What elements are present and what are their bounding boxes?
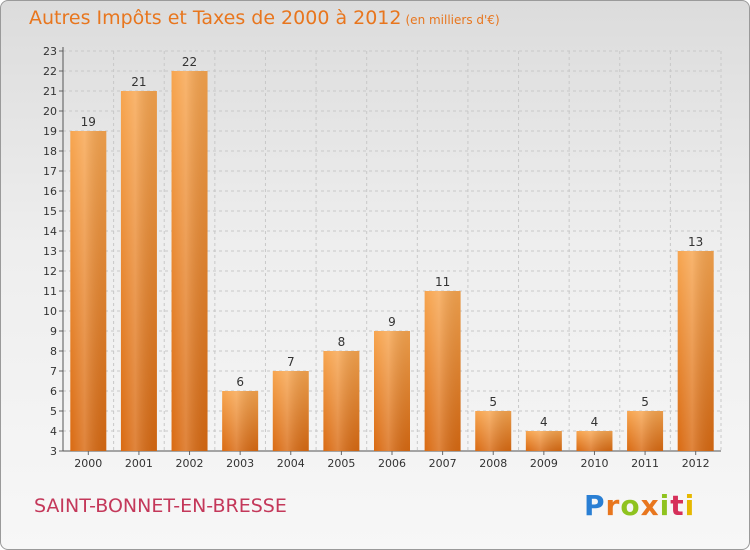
bar-value-label: 4 — [591, 415, 599, 429]
y-tick-label: 9 — [50, 325, 57, 338]
bar-shine — [272, 371, 309, 451]
bar-shine — [323, 351, 360, 451]
chart-subtitle: (en milliers d'€) — [405, 13, 500, 27]
x-tick-label: 2011 — [631, 457, 659, 470]
bar-value-label: 19 — [81, 115, 96, 129]
commune-name: SAINT-BONNET-EN-BRESSE — [34, 495, 287, 517]
x-tick-label: 2010 — [580, 457, 608, 470]
y-tick-label: 17 — [43, 165, 57, 178]
x-tick-label: 2002 — [176, 457, 204, 470]
logo-letter: i — [659, 489, 671, 522]
y-tick-label: 6 — [50, 385, 57, 398]
bar-value-label: 5 — [641, 395, 649, 409]
y-tick-label: 4 — [50, 425, 57, 438]
y-tick-label: 20 — [43, 105, 57, 118]
labels: 3 4 5 6 7 8 9 10 11 12 13 14 15 16 17 18 19 20 21 22 23 19 200… — [43, 45, 710, 470]
chart-title-text: Autres Impôts et Taxes de 2000 à 2012 — [29, 7, 402, 29]
x-tick-label: 2012 — [682, 457, 710, 470]
y-tick-label: 19 — [43, 125, 57, 138]
x-tick-label: 2006 — [378, 457, 406, 470]
y-tick-label: 22 — [43, 65, 57, 78]
x-tick-label: 2007 — [429, 457, 457, 470]
bar-value-label: 9 — [388, 315, 396, 329]
logo-letter: i — [684, 489, 696, 522]
chart-title: Autres Impôts et Taxes de 2000 à 2012 (en… — [29, 7, 500, 29]
bar-shine — [677, 251, 714, 451]
logo-letter: o — [620, 489, 641, 522]
bar-value-label: 4 — [540, 415, 548, 429]
y-tick-label: 14 — [43, 225, 57, 238]
bar-shine — [525, 431, 562, 451]
x-tick-label: 2000 — [74, 457, 102, 470]
y-tick-label: 10 — [43, 305, 57, 318]
bar-shine — [374, 331, 410, 451]
bar-shine — [576, 431, 613, 451]
bar-shine — [627, 411, 664, 451]
y-tick-label: 8 — [50, 345, 57, 358]
y-tick-label: 15 — [43, 205, 57, 218]
proxiti-logo[interactable]: Proxiti — [584, 489, 695, 522]
x-tick-label: 2004 — [277, 457, 305, 470]
bar-shine — [475, 411, 512, 451]
y-tick-label: 18 — [43, 145, 57, 158]
y-tick-label: 23 — [43, 45, 57, 58]
bar-shine — [222, 391, 259, 451]
bar-shine — [70, 131, 107, 451]
bars — [70, 71, 714, 451]
y-tick-label: 16 — [43, 185, 57, 198]
y-tick-label: 7 — [50, 365, 57, 378]
y-tick-label: 13 — [43, 245, 57, 258]
x-tick-label: 2009 — [530, 457, 558, 470]
bar-shine — [120, 91, 157, 451]
logo-letter: P — [584, 489, 606, 522]
bar-value-label: 21 — [131, 75, 146, 89]
bar-shine — [424, 291, 461, 451]
x-tick-label: 2005 — [327, 457, 355, 470]
bar-value-label: 5 — [489, 395, 497, 409]
logo-letter: t — [670, 489, 685, 522]
y-tick-label: 3 — [50, 445, 57, 458]
logo-letter: r — [605, 489, 621, 522]
bar-value-label: 7 — [287, 355, 295, 369]
bar-value-label: 13 — [688, 235, 703, 249]
logo-letter: x — [640, 489, 660, 522]
y-tick-label: 11 — [43, 285, 57, 298]
bar-shine — [171, 71, 208, 451]
x-tick-label: 2008 — [479, 457, 507, 470]
bar-value-label: 22 — [182, 55, 197, 69]
bar-value-label: 11 — [435, 275, 450, 289]
y-tick-label: 5 — [50, 405, 57, 418]
bar-value-label: 8 — [338, 335, 346, 349]
y-tick-label: 12 — [43, 265, 57, 278]
x-tick-label: 2001 — [125, 457, 153, 470]
x-tick-label: 2003 — [226, 457, 254, 470]
bar-value-label: 6 — [236, 375, 244, 389]
y-tick-label: 21 — [43, 85, 57, 98]
